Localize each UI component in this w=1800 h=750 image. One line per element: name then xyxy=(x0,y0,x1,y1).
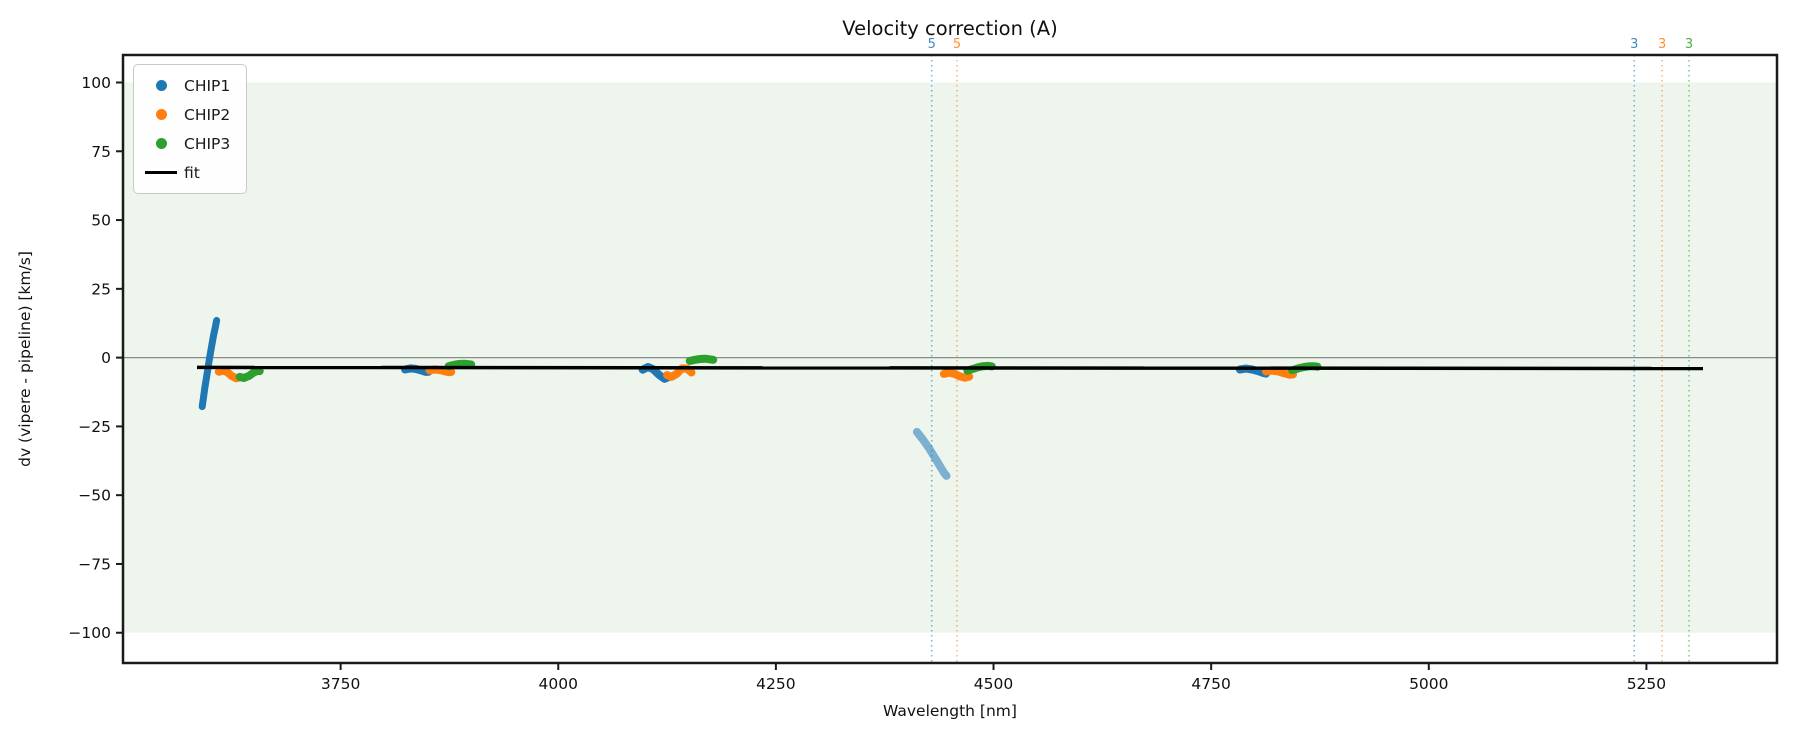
dot-marker xyxy=(155,80,167,91)
legend-label: CHIP2 xyxy=(184,105,231,124)
line-marker xyxy=(145,170,177,175)
legend-item-CHIP3: CHIP3 xyxy=(142,130,230,157)
series-CHIP3-segment xyxy=(235,366,264,382)
series-CHIP3-segment xyxy=(685,354,718,365)
y-tick-label: −100 xyxy=(68,624,111,642)
y-tick-label: 25 xyxy=(91,280,111,298)
series-CHIP2-segment xyxy=(939,368,974,382)
order-marker-label: 3 xyxy=(1685,37,1693,52)
dot-marker xyxy=(155,109,167,120)
y-tick-label: −25 xyxy=(78,418,111,436)
axes-spines xyxy=(121,53,1779,665)
legend-item-CHIP2: CHIP2 xyxy=(142,101,230,128)
x-axis-label: Wavelength [nm] xyxy=(883,702,1017,720)
x-tick-label: 5250 xyxy=(1627,675,1666,693)
legend: CHIP1 CHIP2 CHIP3 fit xyxy=(133,64,248,194)
series-CHIP2-segment xyxy=(425,365,456,377)
y-axis-label: dv (vipere - pipeline) [km/s] xyxy=(16,251,34,467)
x-tick-label: 4500 xyxy=(974,675,1013,693)
order-marker-label: 3 xyxy=(1658,37,1666,52)
legend-label: CHIP1 xyxy=(184,76,231,95)
chart-title: Velocity correction (A) xyxy=(842,17,1058,40)
dot-marker xyxy=(155,138,167,149)
x-tick-label: 4000 xyxy=(539,675,578,693)
x-tick-label: 3750 xyxy=(321,675,360,693)
fit-line xyxy=(196,365,1704,371)
series-CHIP1-segment xyxy=(912,427,951,480)
x-tick-label: 5000 xyxy=(1409,675,1448,693)
legend-label: fit xyxy=(184,163,200,182)
legend-dot-icon xyxy=(142,138,180,149)
legend-line-icon xyxy=(142,170,180,175)
y-tick-label: 75 xyxy=(91,143,111,161)
y-tick-label: 0 xyxy=(101,349,111,367)
y-tick-label: −75 xyxy=(78,555,111,573)
x-tick-label: 4750 xyxy=(1191,675,1230,693)
y-tick-label: 100 xyxy=(81,74,111,92)
order-marker-label: 5 xyxy=(953,37,961,52)
order-marker-label: 5 xyxy=(928,37,936,52)
legend-dot-icon xyxy=(142,109,180,120)
legend-dot-icon xyxy=(142,80,180,91)
legend-label: CHIP3 xyxy=(184,134,231,153)
order-marker-label: 3 xyxy=(1630,37,1638,52)
y-tick-label: 50 xyxy=(91,212,111,230)
y-tick-label: −50 xyxy=(78,487,111,505)
series-CHIP1-segment xyxy=(198,317,221,411)
legend-item-CHIP1: CHIP1 xyxy=(142,72,230,99)
series-CHIP3-segment xyxy=(444,359,476,371)
legend-item-fit: fit xyxy=(142,159,230,186)
x-tick-label: 4250 xyxy=(756,675,795,693)
series-CHIP2-segment xyxy=(1262,366,1297,379)
